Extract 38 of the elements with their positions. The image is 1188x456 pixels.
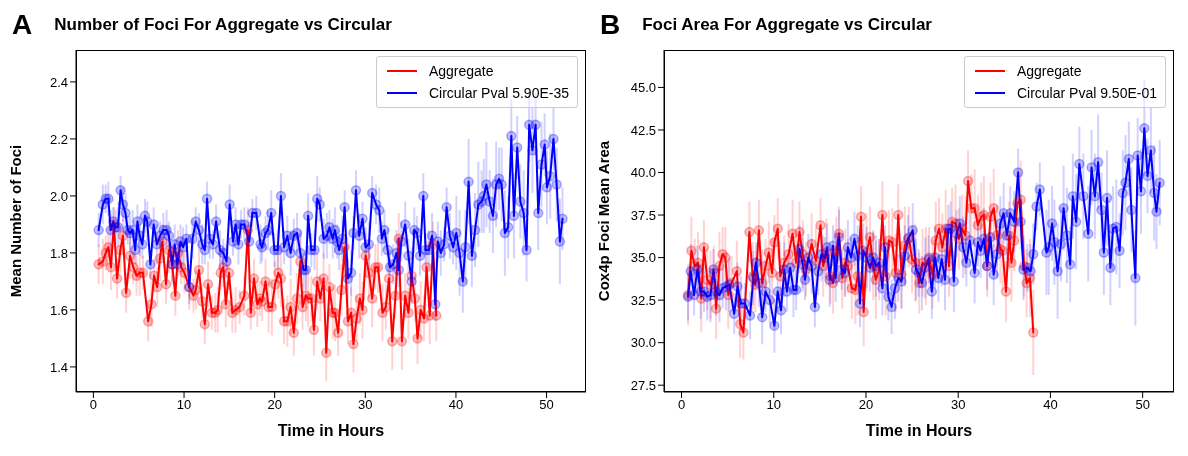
- legend-label: Aggregate: [428, 63, 494, 79]
- y-tick-label: 1.4: [49, 359, 68, 375]
- y-tick-label: 42.5: [630, 122, 656, 138]
- y-tick-label: 2.0: [49, 188, 68, 204]
- legend-label: Circular Pval 5.90E-35: [428, 85, 569, 101]
- x-tick-label: 10: [766, 397, 781, 413]
- y-tick-label: 30.0: [630, 335, 656, 351]
- x-tick-label: 10: [176, 397, 192, 413]
- x-axis-title: Time in Hours: [277, 422, 385, 439]
- x-tick-label: 0: [89, 397, 98, 413]
- y-tick-label: 1.8: [49, 245, 68, 261]
- x-tick-label: 40: [448, 397, 464, 413]
- x-tick-label: 50: [1135, 397, 1150, 413]
- x-tick-label: 20: [267, 397, 282, 413]
- y-axis-title: Mean Number of Foci: [7, 144, 25, 298]
- legend-label: Circular Pval 9.50E-01: [1016, 85, 1157, 101]
- y-tick-label: 32.5: [630, 292, 656, 308]
- x-tick-label: 0: [677, 397, 686, 413]
- x-tick-label: 50: [539, 397, 554, 413]
- x-tick-label: 30: [950, 397, 966, 413]
- x-tick-label: 30: [358, 397, 373, 413]
- y-tick-label: 27.5: [630, 377, 656, 393]
- y-tick-label: 37.5: [630, 207, 656, 223]
- x-axis-title: Time in Hours: [865, 422, 973, 439]
- y-tick-label: 2.2: [49, 131, 68, 147]
- chart-title: Number of Foci For Aggregate vs Circular: [54, 15, 392, 35]
- text: A: [12, 9, 33, 41]
- text: B: [600, 9, 621, 41]
- chart-title: Foci Area For Aggregate vs Circular: [642, 15, 932, 35]
- y-tick-label: 45.0: [630, 80, 656, 96]
- y-tick-label: 2.4: [49, 74, 68, 90]
- y-tick-label: 1.6: [49, 302, 68, 318]
- y-tick-label: 35.0: [630, 250, 656, 266]
- legend-label: Aggregate: [1016, 63, 1082, 79]
- y-axis-title: Cox4p Foci Mean Area: [595, 140, 613, 302]
- y-tick-label: 40.0: [630, 165, 656, 181]
- x-tick-label: 40: [1043, 397, 1058, 413]
- x-tick-label: 20: [858, 397, 874, 413]
